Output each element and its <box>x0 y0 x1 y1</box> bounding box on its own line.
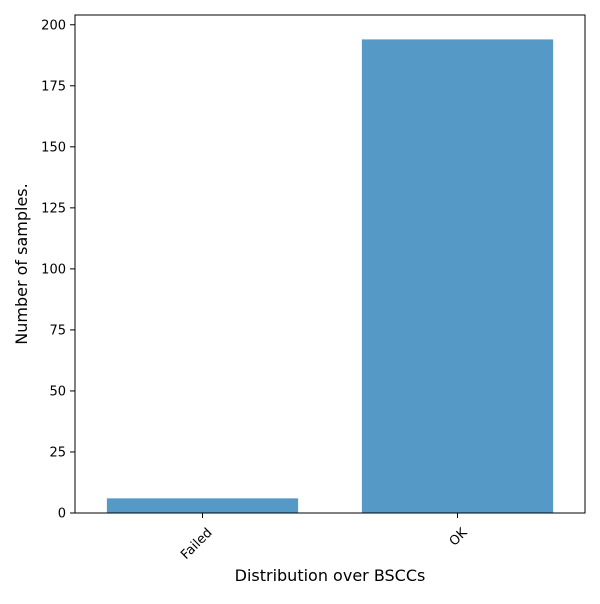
y-tick-label: 75 <box>49 323 66 338</box>
bar-ok <box>361 39 554 513</box>
y-tick-label: 200 <box>41 18 66 33</box>
y-tick-label: 50 <box>49 384 66 399</box>
y-tick-label: 150 <box>41 140 66 155</box>
x-tick-label-ok: OK <box>447 525 471 549</box>
y-tick-label: 0 <box>58 507 66 522</box>
bar-failed <box>106 498 299 513</box>
x-tick-label-failed: Failed <box>178 525 215 562</box>
y-tick-label: 100 <box>41 262 66 277</box>
plot-frame <box>74 14 586 514</box>
y-axis-ticks: 0 25 50 75 100 125 150 175 200 <box>41 18 75 522</box>
x-axis-label: Distribution over BSCCs <box>235 566 426 585</box>
y-tick-label: 25 <box>49 445 66 460</box>
x-axis-ticks: Failed OK <box>178 513 471 563</box>
bars-layer <box>106 39 554 513</box>
y-tick-label: 125 <box>41 201 66 216</box>
y-tick-label: 175 <box>41 79 66 94</box>
y-axis-label: Number of samples. <box>12 183 31 344</box>
